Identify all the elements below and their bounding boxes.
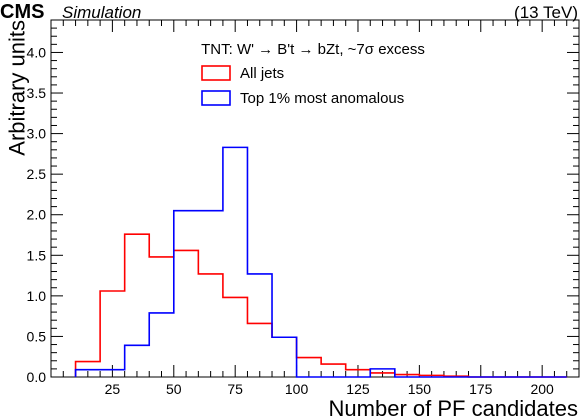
y-tick-label: 3.0	[27, 126, 47, 142]
legend-label-top-anomalous: Top 1% most anomalous	[240, 90, 404, 107]
histogram-series	[74, 146, 567, 378]
histogram-series-1	[74, 146, 567, 378]
histogram-bin	[198, 274, 223, 377]
x-tick-label: 100	[285, 381, 309, 397]
y-tick-label: 2.0	[27, 207, 47, 223]
histogram-bin	[198, 211, 223, 377]
histogram-bin	[149, 257, 174, 377]
x-tick-label: 125	[346, 381, 370, 397]
histogram-bin	[247, 274, 272, 377]
histogram-bin	[149, 313, 174, 377]
histogram-bin	[174, 211, 199, 377]
legend-swatch-all-jets	[201, 65, 231, 81]
legend-label-all-jets: All jets	[240, 65, 284, 82]
y-tick-label: 3.5	[27, 85, 47, 101]
energy-label: (13 TeV)	[514, 3, 578, 22]
x-tick-label: 200	[530, 381, 554, 397]
y-tick-label: 1.5	[27, 247, 47, 263]
y-tick-label: 0.5	[27, 328, 47, 344]
plot-frame	[50, 19, 580, 378]
cms-label: CMS	[0, 1, 44, 23]
histogram-bin	[100, 291, 125, 377]
x-tick-label: 50	[166, 381, 182, 397]
axis-ticks: 0.0 0.5 1.0 1.5 2.0 2.5 3.0 3.5 4.0 25 50 75 100 125 1…	[27, 20, 579, 397]
histogram-bin	[174, 250, 199, 377]
x-tick-label: 75	[227, 381, 243, 397]
simulation-label: Simulation	[62, 3, 141, 22]
y-tick-label: 0.0	[27, 369, 47, 385]
y-tick-label: 1.0	[27, 288, 47, 304]
legend-title: TNT: W' → B't → bZt, ~7σ excess	[201, 41, 425, 58]
legend-swatch-top-anomalous	[201, 90, 231, 106]
y-tick-label: 2.5	[27, 166, 47, 182]
histogram-bin	[125, 234, 150, 377]
histogram-bin	[223, 147, 248, 377]
x-tick-label: 175	[469, 381, 493, 397]
y-axis-title: Arbitrary units	[5, 20, 30, 156]
histogram-series-0	[74, 233, 567, 378]
x-axis-title: Number of PF candidates	[329, 396, 578, 420]
x-tick-label: 150	[408, 381, 432, 397]
y-tick-label: 4.0	[27, 44, 47, 60]
histogram-bin	[247, 323, 272, 377]
x-tick-label: 25	[105, 381, 121, 397]
